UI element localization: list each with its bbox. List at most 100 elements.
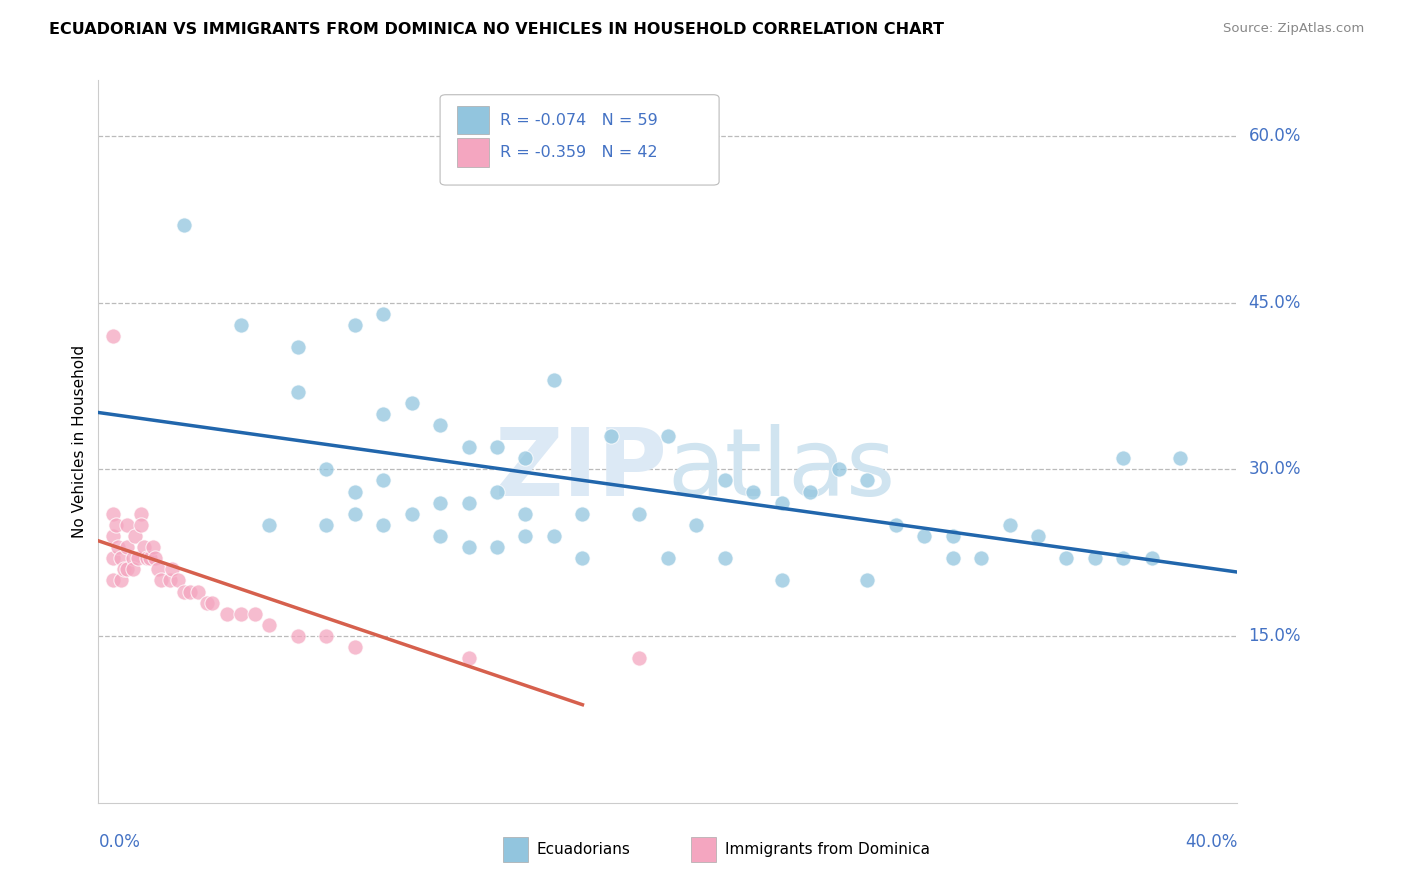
Point [571,551,593,566]
Point [343,507,366,521]
Point [1084,551,1107,566]
Point [828,462,851,476]
Point [101,507,124,521]
Point [373,307,395,321]
Point [401,507,423,521]
Point [287,340,309,354]
Point [543,373,565,387]
Point [628,507,651,521]
Point [104,517,127,532]
Text: ZIP: ZIP [495,425,668,516]
Point [942,529,965,543]
Point [401,395,423,409]
Point [685,517,707,532]
Point [195,596,218,610]
Point [1112,451,1135,466]
Point [287,629,309,643]
Point [167,574,190,588]
Point [141,540,163,554]
Point [124,529,146,543]
Point [457,496,479,510]
Point [101,529,124,543]
Point [600,429,623,443]
Point [343,484,366,499]
Point [457,651,479,665]
Point [486,484,509,499]
Point [101,574,124,588]
Point [884,517,907,532]
Point [429,529,451,543]
Point [229,607,252,621]
Point [287,384,309,399]
Text: ECUADORIAN VS IMMIGRANTS FROM DOMINICA NO VEHICLES IN HOUSEHOLD CORRELATION CHAR: ECUADORIAN VS IMMIGRANTS FROM DOMINICA N… [49,22,945,37]
Point [343,640,366,655]
FancyBboxPatch shape [457,138,489,167]
Point [121,562,143,576]
Point [628,651,651,665]
Point [132,540,155,554]
Point [101,329,124,343]
Point [243,607,266,621]
Point [173,584,195,599]
Point [101,551,124,566]
Point [770,496,793,510]
Point [173,218,195,232]
Point [315,462,337,476]
Point [145,551,167,566]
Point [107,540,129,554]
Point [187,584,209,599]
FancyBboxPatch shape [440,95,718,185]
Point [159,574,181,588]
Point [229,318,252,332]
Point [129,517,152,532]
Y-axis label: No Vehicles in Household: No Vehicles in Household [72,345,87,538]
Point [115,517,138,532]
FancyBboxPatch shape [457,105,489,135]
Point [179,584,201,599]
Point [373,474,395,488]
Point [138,551,160,566]
Text: Source: ZipAtlas.com: Source: ZipAtlas.com [1223,22,1364,36]
Point [1056,551,1078,566]
Text: 30.0%: 30.0% [1249,460,1301,478]
Point [315,629,337,643]
Point [912,529,935,543]
Point [1170,451,1192,466]
Point [457,440,479,454]
Point [770,574,793,588]
Point [856,474,879,488]
Point [112,562,135,576]
Point [1112,551,1135,566]
Point [121,551,143,566]
Point [259,517,281,532]
Text: atlas: atlas [668,425,896,516]
Point [259,618,281,632]
Point [856,574,879,588]
Point [657,551,679,566]
Point [343,318,366,332]
Point [543,529,565,543]
Point [373,407,395,421]
Point [657,429,679,443]
Text: 0.0%: 0.0% [98,833,141,851]
Text: Ecuadorians: Ecuadorians [537,842,631,857]
Point [373,517,395,532]
Point [742,484,765,499]
Text: R = -0.359   N = 42: R = -0.359 N = 42 [501,145,658,160]
Point [515,451,537,466]
Point [799,484,821,499]
Point [129,507,152,521]
Point [429,417,451,432]
Point [714,551,737,566]
Point [970,551,993,566]
Text: 45.0%: 45.0% [1249,293,1301,311]
Point [148,562,170,576]
Point [115,540,138,554]
Text: 40.0%: 40.0% [1185,833,1237,851]
Text: R = -0.074   N = 59: R = -0.074 N = 59 [501,112,658,128]
Point [150,574,173,588]
Point [127,551,149,566]
Point [201,596,224,610]
Point [515,529,537,543]
Point [115,562,138,576]
